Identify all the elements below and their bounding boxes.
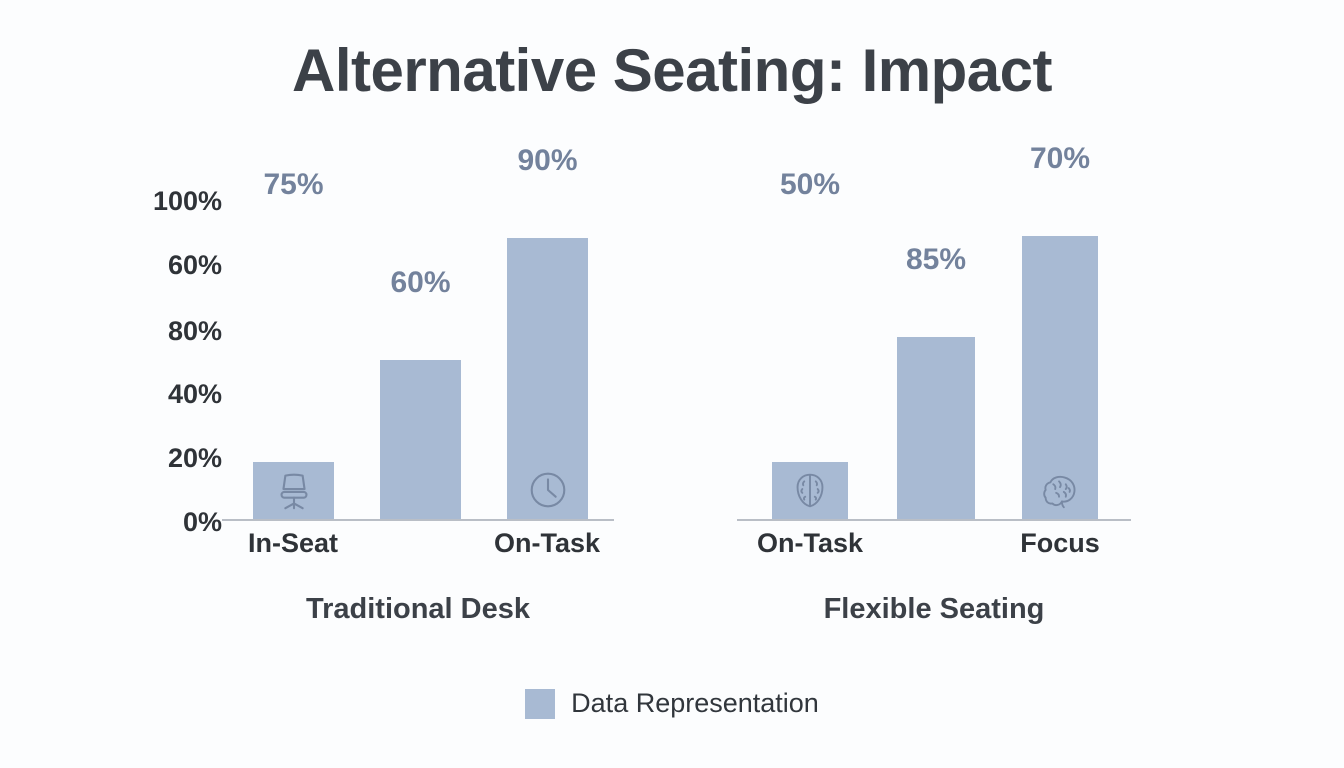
bar-value-label: 85% (905, 243, 967, 276)
x-axis-baseline (222, 519, 614, 521)
brain-top-icon (787, 467, 833, 513)
bar-slot: 60% (380, 150, 461, 519)
x-axis-category-label: In-Seat (247, 528, 339, 558)
bar-group-plot-area: 50% 85% 70% (737, 144, 1131, 519)
legend-swatch (525, 688, 556, 719)
chart-legend: Data Representation (0, 688, 1344, 719)
bar-group-plot-area: 75% 60% 90% (222, 146, 614, 519)
bar-slot: 50% (772, 150, 848, 519)
x-axis-category-label: On-Task (493, 528, 601, 558)
y-tick-label: 80% (167, 316, 222, 346)
bar[interactable] (897, 337, 975, 519)
y-axis: 100% 60% 80% 40% 20% 0% (126, 168, 222, 536)
clock-icon (525, 467, 571, 513)
x-axis-category-label: Focus (1020, 528, 1100, 558)
bar-group-flexible-seating: 50% 85% 70% (737, 144, 1131, 624)
bar-slot: 85% (897, 150, 975, 519)
x-axis-category-label: On-Task (756, 528, 864, 558)
bar[interactable] (1022, 236, 1098, 519)
y-tick-label: 100% (152, 186, 222, 216)
bar-value-label: 70% (1029, 142, 1091, 175)
bar[interactable] (772, 462, 848, 519)
x-axis-baseline (737, 519, 1131, 521)
bar[interactable] (380, 360, 461, 519)
y-tick-label: 40% (167, 379, 222, 409)
legend-label: Data Representation (571, 688, 819, 718)
bar-slot: 70% (1022, 144, 1098, 519)
bar-value-label: 50% (779, 168, 841, 201)
bar-value-label: 75% (263, 168, 324, 201)
bar[interactable] (507, 238, 588, 519)
bar-value-label: 60% (390, 266, 451, 299)
brain-side-icon (1037, 467, 1083, 513)
y-tick-label: 60% (167, 250, 222, 280)
page-title: Alternative Seating: Impact (291, 37, 1053, 104)
bar[interactable] (253, 462, 334, 519)
bar-slot: 75% (253, 150, 334, 519)
bar-value-label: 90% (517, 144, 578, 177)
bar-group-traditional-desk: 75% 60% 90% (222, 146, 614, 624)
office-chair-icon (271, 467, 317, 513)
y-tick-label: 20% (167, 443, 222, 473)
y-tick-label: 0% (182, 507, 222, 537)
bar-group-label: Traditional Desk (305, 593, 530, 625)
bar-slot: 90% (507, 146, 588, 519)
bar-group-label: Flexible Seating (823, 593, 1045, 625)
